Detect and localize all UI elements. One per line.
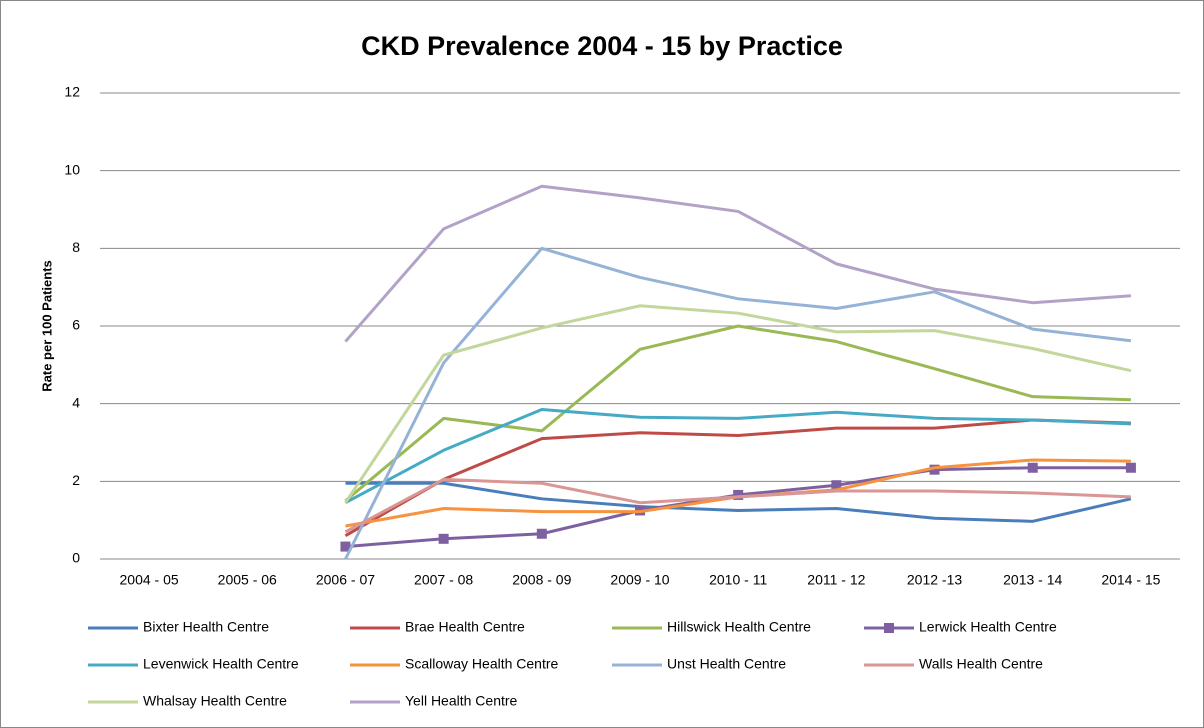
legend-label: Brae Health Centre <box>405 619 525 635</box>
legend-label: Unst Health Centre <box>667 656 786 672</box>
x-tick-label: 2006 - 07 <box>316 572 375 588</box>
y-tick-label: 6 <box>72 317 80 333</box>
x-tick-label: 2014 - 15 <box>1101 572 1160 588</box>
x-tick-label: 2012 -13 <box>907 572 962 588</box>
y-tick-label: 8 <box>72 239 80 255</box>
x-tick-label: 2009 - 10 <box>610 572 669 588</box>
line-series <box>344 184 1132 343</box>
legend-label: Levenwick Health Centre <box>143 656 299 672</box>
y-tick-label: 10 <box>64 161 80 177</box>
line-series <box>344 246 1132 560</box>
y-tick-label: 0 <box>72 550 80 566</box>
y-tick-label: 12 <box>64 84 80 100</box>
line-marker <box>1125 462 1136 473</box>
line-series <box>344 418 1131 538</box>
line-marker <box>929 464 940 475</box>
y-tick-label: 4 <box>72 394 80 410</box>
legend-marker <box>884 623 894 633</box>
line-series <box>344 477 1131 534</box>
legend-label: Yell Health Centre <box>405 693 518 709</box>
line-series <box>344 407 1131 505</box>
line-series <box>344 324 1131 502</box>
legend-label: Walls Health Centre <box>919 656 1043 672</box>
legend-label: Whalsay Health Centre <box>143 693 287 709</box>
chart-title: CKD Prevalence 2004 - 15 by Practice <box>361 31 843 61</box>
line-series <box>344 304 1132 504</box>
legend-label: Bixter Health Centre <box>143 619 269 635</box>
line-marker <box>438 533 449 544</box>
x-tick-label: 2007 - 08 <box>414 572 473 588</box>
legend-label: Hillswick Health Centre <box>667 619 811 635</box>
x-tick-label: 2004 - 05 <box>120 572 179 588</box>
line-marker <box>536 528 547 539</box>
x-tick-label: 2013 - 14 <box>1003 572 1062 588</box>
x-tick-label: 2010 - 11 <box>709 572 767 588</box>
y-axis-label: Rate per 100 Patients <box>39 260 54 392</box>
line-marker <box>340 541 351 552</box>
y-tick-label: 2 <box>72 472 80 488</box>
x-tick-label: 2005 - 06 <box>218 572 277 588</box>
line-series <box>345 481 1132 523</box>
legend-label: Scalloway Health Centre <box>405 656 559 672</box>
x-tick-label: 2008 - 09 <box>512 572 571 588</box>
x-tick-label: 2011 - 12 <box>807 572 865 588</box>
line-marker <box>831 480 842 491</box>
legend-label: Lerwick Health Centre <box>919 619 1057 635</box>
line-marker <box>1027 462 1038 473</box>
line-marker <box>733 489 744 500</box>
